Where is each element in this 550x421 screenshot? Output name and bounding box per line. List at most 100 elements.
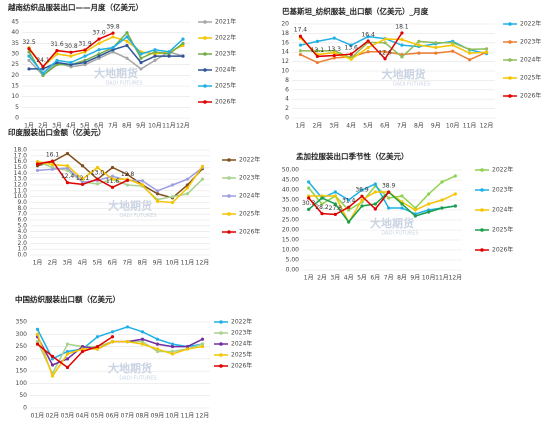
x-tick-label: 9月 <box>153 260 163 267</box>
data-point <box>453 204 457 208</box>
data-point <box>125 56 129 60</box>
data-label: 39.8 <box>106 24 120 31</box>
data-point <box>155 347 160 351</box>
watermark: 大地期货 <box>370 216 414 230</box>
legend-marker <box>203 52 207 56</box>
data-point <box>35 327 40 331</box>
data-point <box>35 340 40 344</box>
series-line <box>37 160 204 204</box>
data-point <box>83 54 87 58</box>
data-point <box>140 337 145 341</box>
data-point <box>484 50 489 54</box>
data-point <box>307 180 311 184</box>
data-point <box>468 47 472 51</box>
x-tick-label: 9月 <box>136 123 146 130</box>
y-tick-label: 12.0 <box>14 182 28 189</box>
data-point <box>170 352 175 356</box>
legend-label: 2024年 <box>231 340 252 348</box>
x-tick-label: 10月 <box>446 123 460 130</box>
data-point <box>400 43 404 47</box>
data-label: 38.9 <box>382 183 396 190</box>
series-line <box>36 334 203 378</box>
data-point <box>155 337 160 341</box>
data-point <box>97 48 101 52</box>
y-tick-label: 100 <box>16 380 28 387</box>
y-tick-label: 9.0 <box>17 199 27 206</box>
data-point <box>153 54 157 58</box>
watermark: 大地期货 <box>94 66 138 80</box>
y-tick-label: 12 <box>281 58 289 65</box>
data-point <box>427 210 431 214</box>
data-point <box>451 41 455 45</box>
data-label: 18.1 <box>395 23 409 30</box>
data-point <box>451 49 455 53</box>
x-tick-label: 07月 <box>121 413 135 420</box>
data-point <box>434 51 438 55</box>
data-point <box>366 39 370 43</box>
y-tick-label: 150 <box>16 368 28 375</box>
data-point <box>125 172 130 177</box>
data-point <box>65 151 70 156</box>
x-tick-label: 1月 <box>24 123 34 130</box>
data-point <box>181 41 185 45</box>
data-label: 32.5 <box>22 39 36 46</box>
legend-marker <box>219 331 223 335</box>
data-point <box>125 183 130 187</box>
watermark: DADI FUTURES <box>119 213 156 219</box>
data-point <box>315 60 319 65</box>
data-label: 17.4 <box>294 27 308 34</box>
series-line <box>308 181 456 215</box>
data-point <box>383 41 387 45</box>
y-tick-label: 300 <box>16 331 28 338</box>
data-point <box>333 190 337 194</box>
data-point <box>349 57 353 61</box>
data-point <box>400 206 404 210</box>
y-tick-label: 2 <box>285 105 289 112</box>
y-tick-label: 10.00 <box>282 247 299 254</box>
y-tick-label: 15.00 <box>282 237 299 244</box>
x-tick-label: 5月 <box>80 123 90 130</box>
legend-label: 2025年 <box>231 351 252 359</box>
data-label: 12.6 <box>378 49 392 56</box>
data-point <box>366 50 370 54</box>
y-tick-label: 30 <box>11 51 19 58</box>
data-label: 24.1 <box>36 57 50 64</box>
data-point <box>139 52 143 56</box>
legend-marker <box>203 84 207 88</box>
data-point <box>298 43 303 47</box>
y-tick-label: 14 <box>281 49 289 56</box>
x-tick-label: 5月 <box>357 275 367 282</box>
data-point <box>55 52 59 56</box>
y-tick-label: 20.00 <box>282 227 299 234</box>
legend-label: 2025年 <box>520 74 541 82</box>
legend-marker <box>227 176 231 180</box>
series-line <box>299 37 487 61</box>
watermark: DADI FUTURES <box>105 81 142 87</box>
series-line <box>300 35 487 55</box>
data-point <box>185 186 190 190</box>
data-point <box>41 67 45 71</box>
data-point <box>440 206 444 210</box>
legend-marker <box>480 188 484 192</box>
legend-label: 2023年 <box>215 50 236 58</box>
data-label: 31.9 <box>78 40 92 47</box>
x-tick-label: 2月 <box>38 123 48 130</box>
data-point <box>139 56 143 60</box>
x-tick-label: 02月 <box>46 413 60 420</box>
data-point <box>153 58 157 63</box>
data-point <box>373 202 377 206</box>
y-tick-label: 4 <box>285 96 289 103</box>
data-label: 12.1 <box>76 175 90 182</box>
x-tick-label: 12月 <box>196 413 210 420</box>
data-point <box>50 162 55 167</box>
data-point <box>170 342 175 346</box>
y-tick-label: 17.0 <box>14 152 28 159</box>
y-tick-label: 7.0 <box>17 211 27 218</box>
data-point <box>50 357 55 361</box>
data-point <box>200 164 205 168</box>
data-point <box>167 50 171 54</box>
data-point <box>453 192 457 196</box>
legend-marker <box>203 100 207 104</box>
legend-label: 2022年 <box>492 166 513 174</box>
data-point <box>417 51 421 55</box>
